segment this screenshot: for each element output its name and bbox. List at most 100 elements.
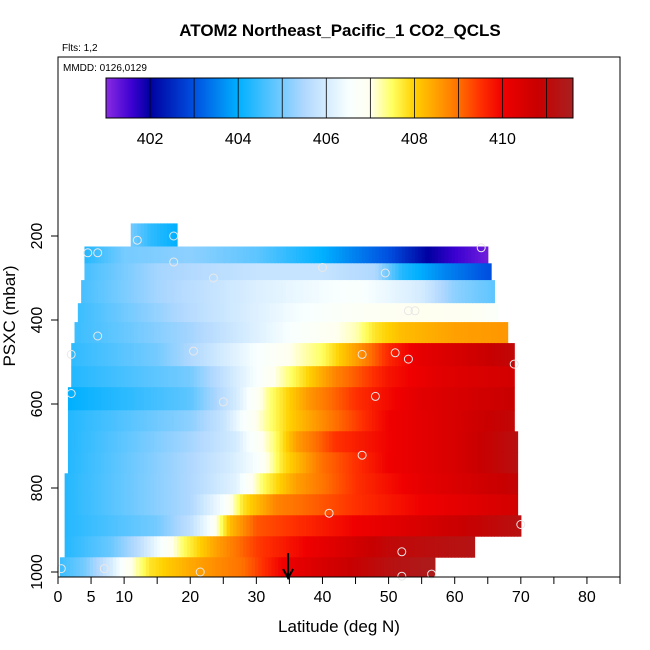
heatmap-cell bbox=[97, 366, 102, 388]
heatmap-cell bbox=[433, 557, 436, 577]
heatmap-cell bbox=[304, 557, 309, 577]
heatmap-cell bbox=[170, 303, 175, 323]
heatmap-cell bbox=[236, 246, 241, 264]
heatmap-cell bbox=[153, 366, 158, 388]
heatmap-cell bbox=[67, 410, 72, 432]
heatmap-cell bbox=[170, 494, 175, 516]
heatmap-cell bbox=[395, 473, 400, 495]
heatmap-cell bbox=[398, 536, 403, 558]
heatmap-cell bbox=[163, 452, 168, 474]
heatmap-cell bbox=[266, 494, 271, 516]
heatmap-cell bbox=[167, 494, 171, 516]
heatmap-cell bbox=[484, 494, 489, 516]
heatmap-cell bbox=[431, 536, 436, 558]
sample-points bbox=[56, 231, 526, 581]
heatmap-cell bbox=[262, 322, 267, 344]
heatmap-cell bbox=[481, 431, 486, 453]
heatmap-cell bbox=[219, 515, 224, 537]
heatmap-cell bbox=[159, 557, 164, 577]
heatmap-cell bbox=[464, 536, 469, 558]
heatmap-cell bbox=[140, 494, 145, 516]
heatmap-cell bbox=[266, 343, 271, 367]
heatmap-cell bbox=[434, 536, 439, 558]
heatmap-cell bbox=[190, 473, 195, 495]
heatmap-cell bbox=[467, 246, 472, 264]
heatmap-cell bbox=[487, 431, 492, 453]
heatmap-cell bbox=[315, 473, 320, 495]
heatmap-cell bbox=[100, 343, 105, 367]
heatmap-cell bbox=[137, 494, 142, 516]
heatmap-cell bbox=[335, 303, 340, 323]
heatmap-cell bbox=[441, 366, 446, 388]
heatmap-cell bbox=[236, 515, 241, 537]
heatmap-cell bbox=[319, 536, 324, 558]
heatmap-cell bbox=[292, 343, 297, 367]
heatmap-cell bbox=[378, 515, 383, 537]
heatmap-cell bbox=[305, 515, 310, 537]
heatmap-cell bbox=[477, 246, 482, 264]
heatmap-cell bbox=[378, 431, 383, 453]
heatmap-cell bbox=[354, 557, 359, 577]
heatmap-cell bbox=[203, 473, 208, 495]
heatmap-cell bbox=[91, 410, 95, 432]
heatmap-cell bbox=[87, 494, 92, 516]
heatmap-cell bbox=[160, 387, 165, 411]
heatmap-cell bbox=[206, 536, 211, 558]
heatmap-cell bbox=[461, 387, 466, 411]
heatmap-cell bbox=[276, 410, 281, 432]
heatmap-cell bbox=[381, 343, 386, 367]
heatmap-cell bbox=[365, 387, 370, 411]
heatmap-cell bbox=[385, 515, 390, 537]
heatmap-cell bbox=[332, 343, 337, 367]
heatmap-cell bbox=[464, 431, 469, 453]
heatmap-cell bbox=[147, 263, 152, 281]
heatmap-cell bbox=[150, 263, 155, 281]
heatmap-cell bbox=[401, 431, 406, 453]
heatmap-cell bbox=[372, 536, 376, 558]
heatmap-cell bbox=[474, 431, 479, 453]
heatmap-cell bbox=[411, 343, 416, 367]
heatmap-cell bbox=[243, 246, 248, 264]
heatmap-cell bbox=[401, 494, 406, 516]
heatmap-cell bbox=[302, 410, 307, 432]
heatmap-cell bbox=[514, 515, 519, 537]
heatmap-cell bbox=[358, 280, 363, 304]
heatmap-cell bbox=[167, 223, 171, 247]
heatmap-cell bbox=[91, 387, 95, 411]
heatmap-cell bbox=[91, 343, 95, 367]
heatmap-cell bbox=[219, 322, 224, 344]
sample-point bbox=[427, 569, 437, 579]
heatmap-cell bbox=[170, 410, 175, 432]
heatmap-cell bbox=[362, 452, 367, 474]
heatmap-cell bbox=[372, 343, 376, 367]
heatmap-cell bbox=[239, 410, 244, 432]
heatmap-cell bbox=[223, 410, 228, 432]
heatmap-cell bbox=[467, 452, 472, 474]
heatmap-cell bbox=[259, 431, 264, 453]
heatmap-cell bbox=[418, 322, 423, 344]
heatmap-cell bbox=[299, 263, 304, 281]
heatmap-cell bbox=[246, 343, 251, 367]
heatmap-cell bbox=[335, 410, 340, 432]
heatmap-cell bbox=[312, 410, 317, 432]
heatmap-cell bbox=[348, 303, 353, 323]
heatmap-cell bbox=[378, 366, 383, 388]
heatmap-cell bbox=[481, 452, 486, 474]
heatmap-cell bbox=[461, 410, 466, 432]
heatmap-cell bbox=[120, 387, 125, 411]
heatmap-cell bbox=[71, 343, 76, 367]
heatmap-cell bbox=[213, 431, 218, 453]
heatmap-cell bbox=[94, 387, 99, 411]
heatmap-cell bbox=[464, 246, 469, 264]
heatmap-cell bbox=[299, 473, 304, 495]
heatmap-cell bbox=[91, 431, 95, 453]
heatmap-cell bbox=[213, 536, 218, 558]
heatmap-cell bbox=[418, 536, 423, 558]
heatmap-cell bbox=[339, 366, 343, 388]
heatmap-cell bbox=[372, 246, 376, 264]
heatmap-cell bbox=[200, 303, 205, 323]
heatmap-cell bbox=[216, 263, 221, 281]
heatmap-cell bbox=[286, 263, 291, 281]
heatmap-cell bbox=[183, 263, 188, 281]
heatmap-cell bbox=[269, 536, 274, 558]
